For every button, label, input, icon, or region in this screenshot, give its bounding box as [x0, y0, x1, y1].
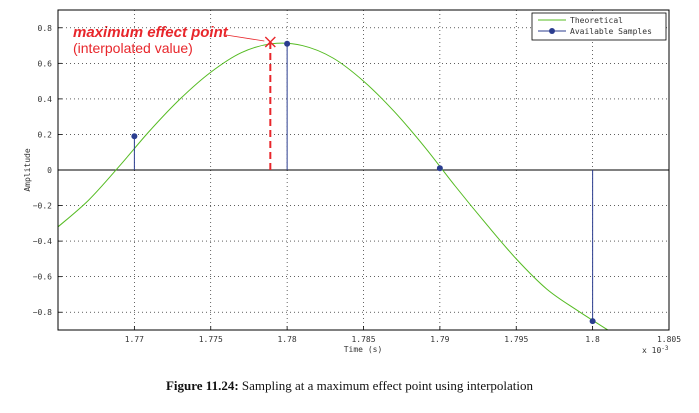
- sample-marker: [436, 165, 443, 172]
- y-tick-label: −0.8: [33, 308, 52, 317]
- x-tick-label: 1.78: [277, 335, 296, 344]
- sample-marker: [284, 40, 291, 47]
- interpolated-point-marker: [264, 36, 276, 48]
- x-axis-label: Time (s): [344, 345, 383, 354]
- x-tick-label: 1.8: [585, 335, 600, 344]
- x-tick-label: 1.785: [351, 335, 375, 344]
- annotation-title: maximum effect point: [73, 24, 229, 41]
- annotation-subtitle: (interpolated value): [73, 40, 193, 56]
- interpolation-annotation: maximum effect point(interpolated value): [73, 24, 276, 170]
- x-exponent: x 10-3: [642, 345, 669, 355]
- y-tick-label: 0: [47, 166, 52, 175]
- legend-label-theoretical: Theoretical: [570, 16, 623, 25]
- x-tick-label: 1.77: [125, 335, 144, 344]
- y-tick-label: 0.8: [38, 24, 53, 33]
- y-tick-label: −0.4: [33, 237, 52, 246]
- y-tick-label: 0.4: [38, 95, 53, 104]
- x-tick-label: 1.79: [430, 335, 449, 344]
- x-axis-ticks: 1.77 1.775 1.78 1.785 1.79 1.795 1.8 1.805: [125, 326, 681, 344]
- y-tick-label: 0.2: [38, 130, 53, 139]
- x-tick-label: 1.775: [199, 335, 223, 344]
- plot-frame: [57, 9, 670, 331]
- legend: Theoretical Available Samples: [531, 12, 667, 41]
- legend-label-samples: Available Samples: [570, 27, 652, 36]
- y-axis-ticks: −0.8 −0.6 −0.4 −0.2 0 0.2 0.4 0.6 0.8: [33, 24, 62, 317]
- series-available-samples: [131, 40, 596, 325]
- caption-label: Figure 11.24:: [165, 378, 239, 393]
- caption-text: Sampling at a maximum effect point using…: [238, 378, 534, 393]
- y-tick-label: −0.6: [33, 273, 52, 282]
- y-tick-label: 0.6: [38, 59, 53, 68]
- series-theoretical: [58, 42, 609, 330]
- legend-swatch-samples-marker: [549, 28, 555, 34]
- theoretical-line: [58, 42, 609, 330]
- y-axis-label: Amplitude: [23, 148, 32, 192]
- annotation-leader-line: [225, 34, 265, 42]
- x-tick-label: 1.805: [657, 335, 681, 344]
- sample-marker: [589, 318, 596, 325]
- x-tick-label: 1.795: [504, 335, 528, 344]
- figure-caption: Figure 11.24: Sampling at a maximum effe…: [0, 378, 699, 394]
- y-tick-label: −0.2: [33, 202, 52, 211]
- chart: 1.77 1.775 1.78 1.785 1.79 1.795 1.8 1.805 −0.8…: [23, 9, 681, 355]
- legend-box: [531, 12, 667, 41]
- sample-marker: [131, 133, 138, 140]
